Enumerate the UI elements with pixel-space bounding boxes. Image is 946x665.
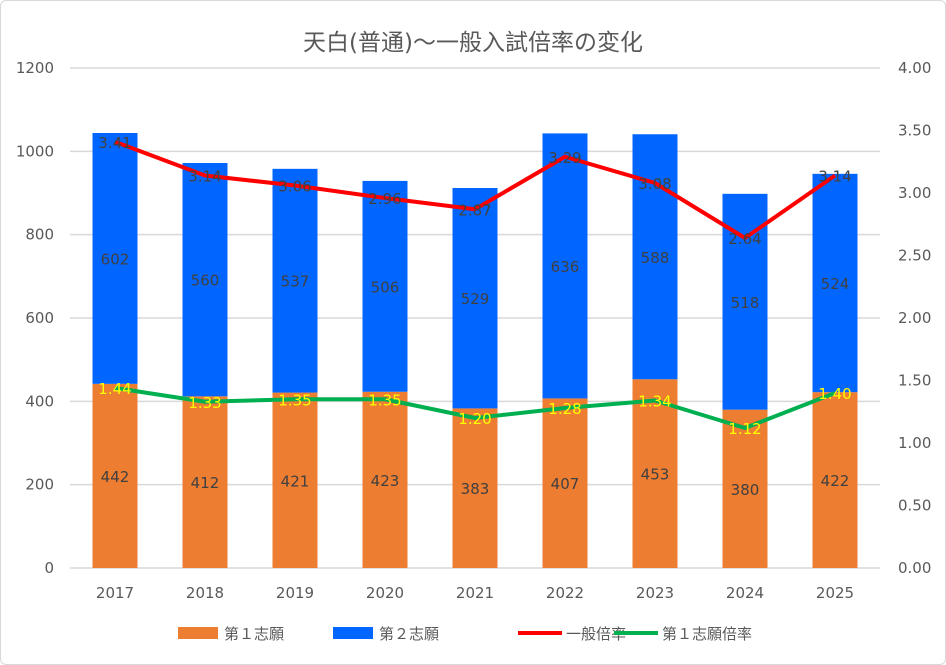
x-tick-label: 2024: [726, 584, 764, 602]
bar-data-label: 442: [101, 468, 130, 486]
bar: [182, 163, 228, 397]
y-right-tick-label: 1.00: [898, 434, 931, 452]
line-data-label: 1.34: [638, 393, 671, 411]
bar: [92, 133, 138, 384]
line-data-label: 1.40: [818, 385, 851, 403]
bar-data-label: 423: [371, 472, 400, 490]
x-tick-label: 2023: [636, 584, 674, 602]
bar: [812, 173, 858, 393]
bar: [812, 392, 858, 568]
bar-data-label: 529: [461, 290, 490, 308]
bar: [362, 180, 408, 392]
line-data-label: 1.20: [458, 410, 491, 428]
bar: [272, 392, 318, 568]
line-data-label: 1.12: [728, 420, 761, 438]
x-tick-label: 2021: [456, 584, 494, 602]
y-right-tick-label: 3.00: [898, 184, 931, 202]
y-right-tick-label: 2.50: [898, 247, 931, 265]
x-tick-label: 2018: [186, 584, 224, 602]
x-tick-label: 2022: [546, 584, 584, 602]
legend-label: 第１志願: [224, 625, 284, 643]
bar: [542, 398, 588, 568]
bar-data-label: 524: [821, 275, 850, 293]
x-tick-label: 2020: [366, 584, 404, 602]
line-data-label: 3.08: [638, 175, 671, 193]
bar: [182, 396, 228, 568]
bar-data-label: 537: [281, 273, 310, 291]
bar: [362, 391, 408, 568]
line-data-label: 1.44: [98, 380, 131, 398]
line-data-label: 1.28: [548, 400, 581, 418]
bar: [722, 409, 768, 568]
line-data-label: 2.96: [368, 190, 401, 208]
y-left-tick-label: 800: [25, 226, 54, 244]
line-data-label: 3.06: [278, 178, 311, 196]
line-data-label: 3.29: [548, 149, 581, 167]
bar-data-label: 560: [191, 272, 220, 290]
line-data-label: 3.14: [188, 168, 221, 186]
bar-data-label: 602: [101, 250, 130, 268]
y-left-tick-label: 0: [44, 559, 54, 577]
bar-data-label: 453: [641, 466, 670, 484]
bar-data-label: 518: [731, 294, 760, 312]
bar: [92, 383, 138, 568]
y-left-tick-label: 600: [25, 309, 54, 327]
line-data-label: 3.41: [98, 134, 131, 152]
bar: [452, 188, 498, 409]
y-left-tick-label: 1200: [16, 59, 54, 77]
y-left-tick-label: 200: [25, 476, 54, 494]
bar-data-label: 422: [821, 472, 850, 490]
y-right-tick-label: 1.50: [898, 372, 931, 390]
x-tick-label: 2025: [816, 584, 854, 602]
line-data-label: 1.35: [278, 391, 311, 409]
bar-data-label: 588: [641, 249, 670, 267]
bar-data-label: 407: [551, 475, 580, 493]
chart-title: 天白(普通)～一般入試倍率の変化: [303, 30, 643, 56]
line-series: [114, 139, 837, 240]
legend-label: 第１志願倍率: [662, 625, 752, 643]
bar-data-label: 380: [731, 481, 760, 499]
line-data-label: 1.35: [368, 391, 401, 409]
line-data-label: 2.64: [728, 230, 761, 248]
line-data-label: 1.33: [188, 394, 221, 412]
y-right-tick-label: 0.50: [898, 497, 931, 515]
legend-swatch: [333, 627, 373, 639]
bar-data-label: 636: [551, 258, 580, 276]
legend-label: 第２志願: [379, 625, 439, 643]
legend-swatch: [178, 627, 218, 639]
y-right-tick-label: 2.00: [898, 309, 931, 327]
y-right-tick-label: 0.00: [898, 559, 931, 577]
legend-label: 一般倍率: [566, 625, 626, 643]
y-left-tick-label: 400: [25, 392, 54, 410]
bar-data-label: 412: [191, 474, 220, 492]
bar: [632, 379, 678, 568]
bar: [632, 134, 678, 380]
bar-data-label: 383: [461, 480, 490, 498]
line-data-label: 3.14: [818, 168, 851, 186]
y-left-tick-label: 1000: [16, 142, 54, 160]
x-tick-label: 2017: [96, 584, 134, 602]
bar: [542, 133, 588, 399]
line-data-label: 2.87: [458, 201, 491, 219]
bar-data-label: 506: [371, 278, 400, 296]
line-series: [114, 386, 836, 430]
y-right-tick-label: 4.00: [898, 59, 931, 77]
bar: [272, 168, 318, 393]
bar: [452, 408, 498, 568]
bar-data-label: 421: [281, 472, 310, 490]
y-right-tick-label: 3.50: [898, 122, 931, 140]
x-tick-label: 2019: [276, 584, 314, 602]
